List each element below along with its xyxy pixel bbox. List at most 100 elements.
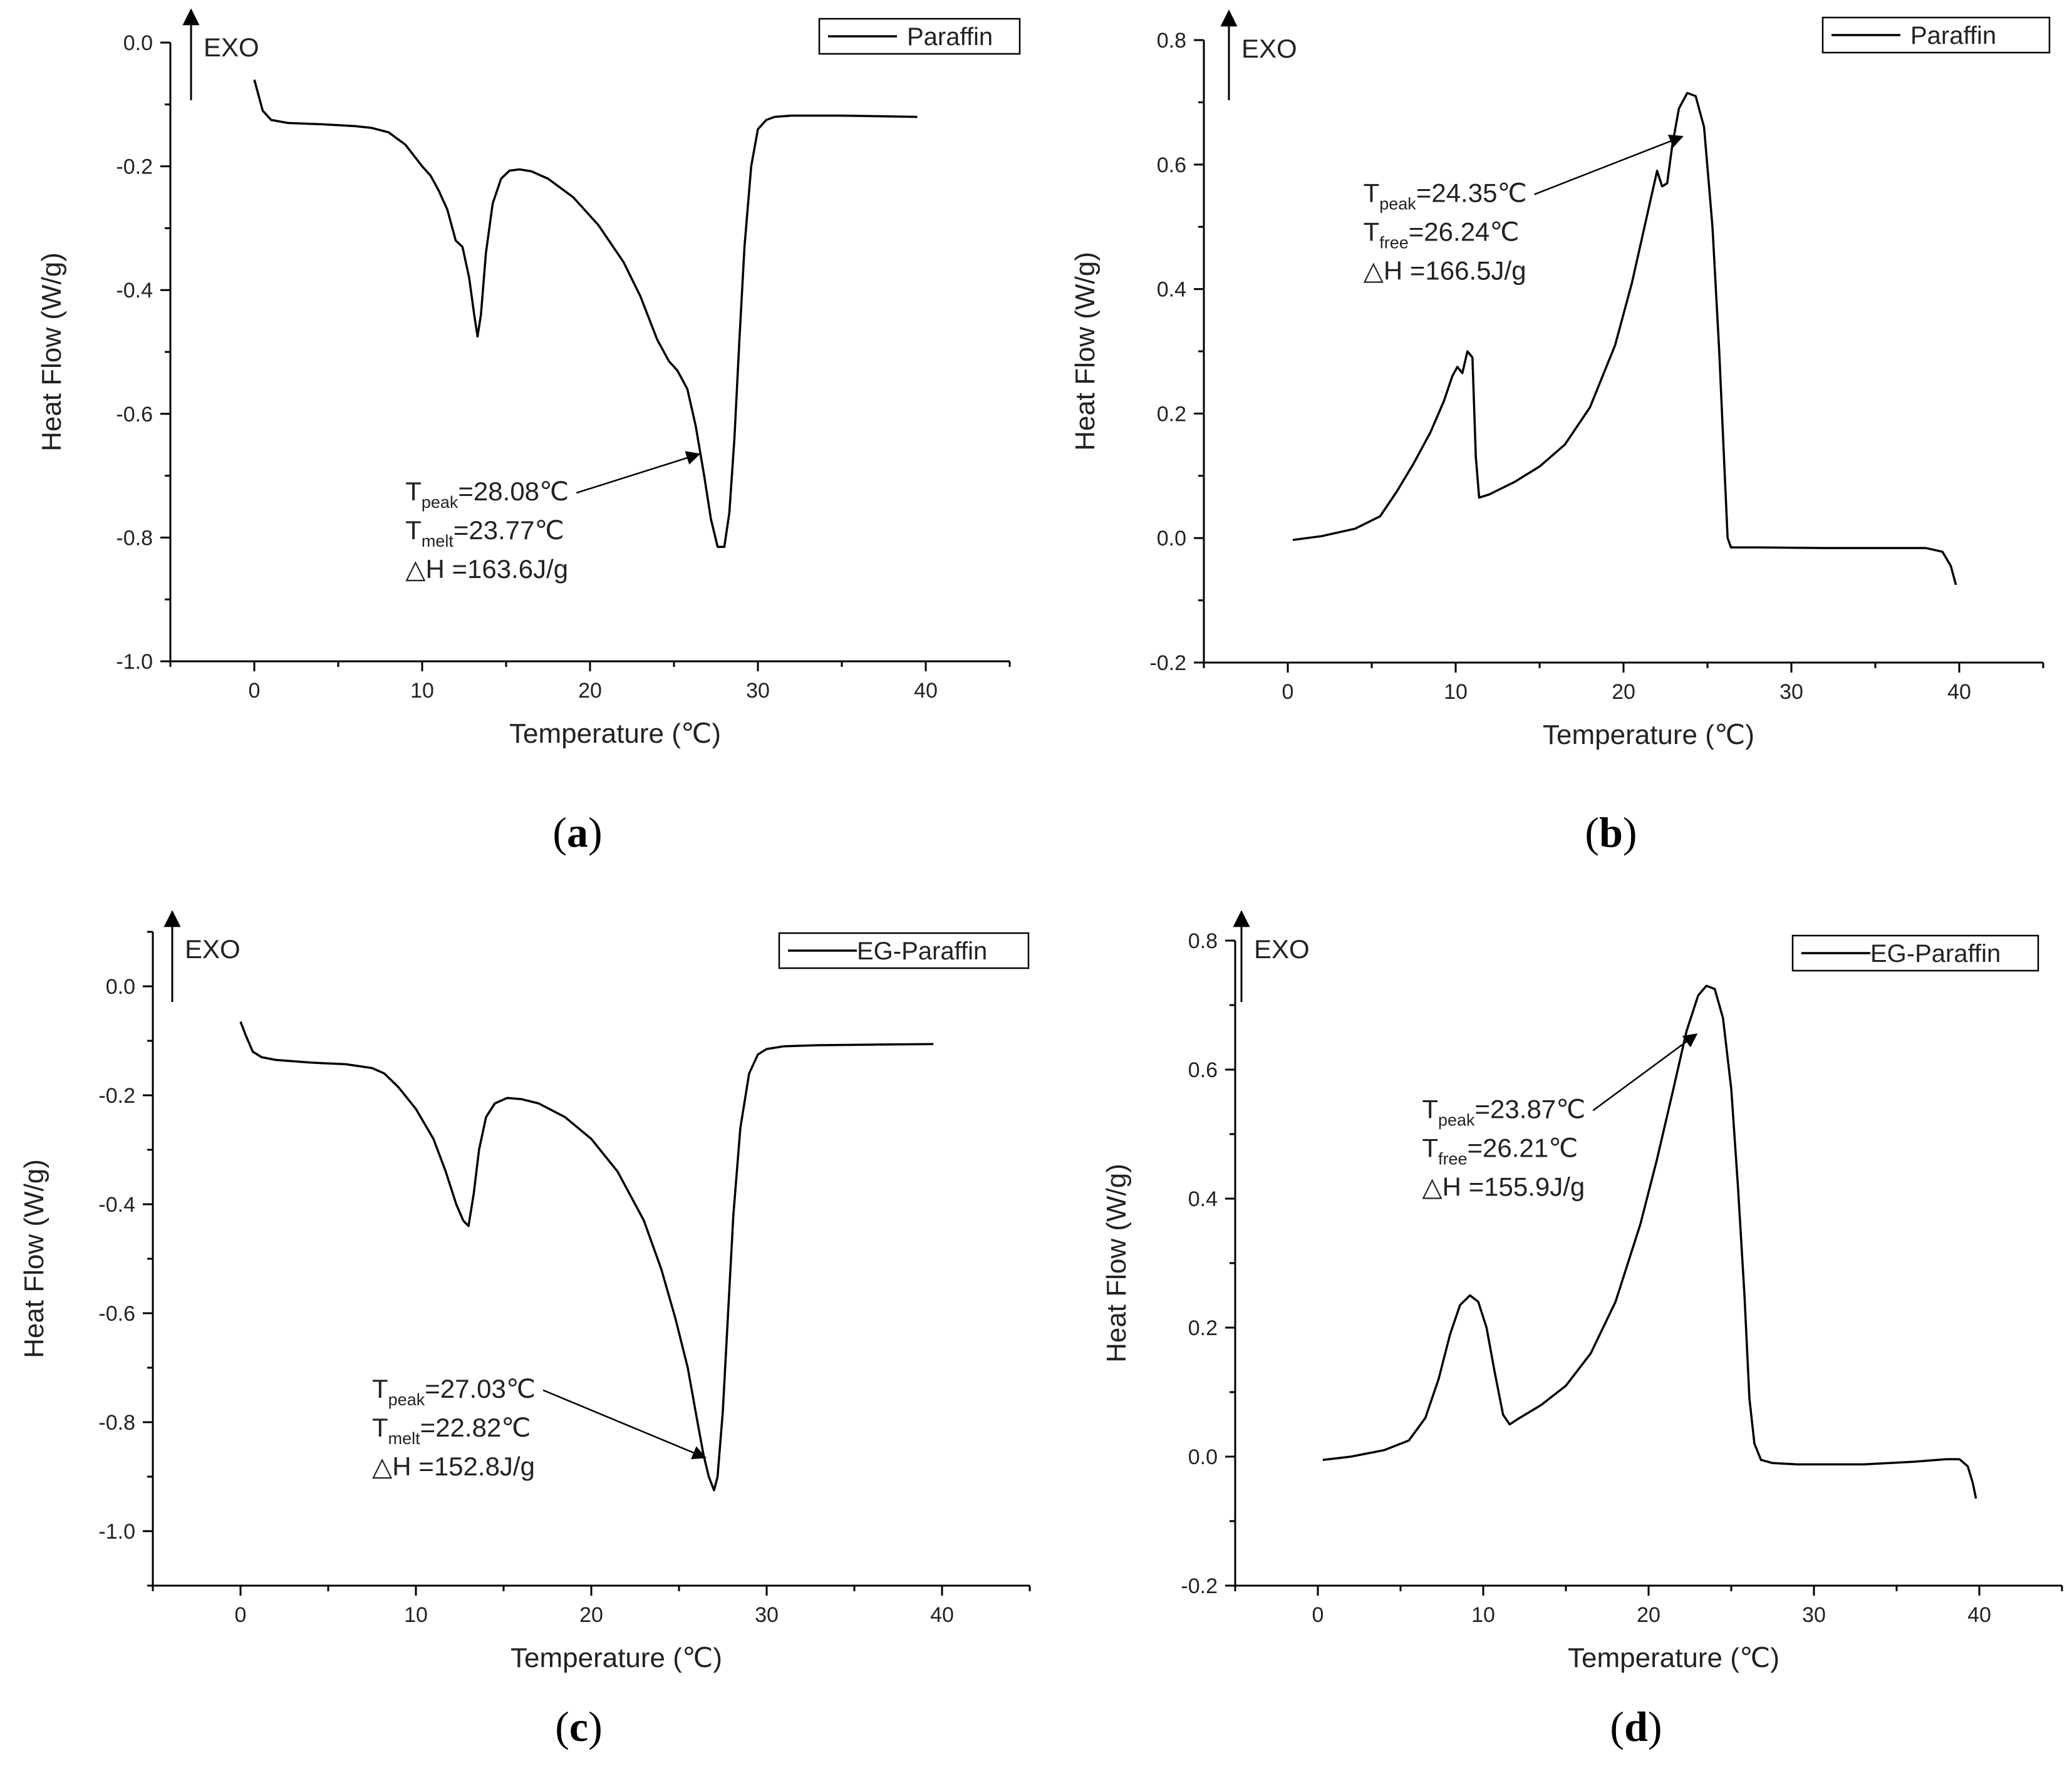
panel-label: (c) (555, 1703, 603, 1750)
y-tick-label: 0.8 (1157, 29, 1186, 53)
y-tick-label: -0.8 (98, 1411, 135, 1435)
annotation-value: =28.08℃ (458, 477, 569, 506)
y-tick-label: -1.0 (116, 650, 153, 674)
panel-label-open: ( (555, 1703, 569, 1750)
annotation-line: △H =163.6J/g (405, 554, 568, 584)
y-tick-label: -0.2 (1181, 1574, 1218, 1598)
panel-label-close: ) (1623, 808, 1637, 856)
panel-a: 0 10 20 30 40 0.0 -0.2 -0.4 -0.6 -0.8 -1.0 Temperat… (36, 8, 1021, 856)
y-axis-title: Heat Flow (W/g) (36, 252, 67, 452)
y-tick-label: -0.2 (1149, 651, 1186, 675)
panel-label-open: ( (1585, 808, 1599, 856)
x-tick-label: 0 (249, 679, 261, 703)
exo-label: EXO (185, 934, 241, 964)
y-tick-label: 0.0 (123, 31, 153, 55)
x-tick-label: 10 (410, 679, 434, 703)
annotation-main: △H =166.5J/g (1364, 256, 1526, 285)
x-tick-label: 20 (1612, 680, 1635, 704)
panel-label-open: ( (552, 808, 567, 856)
annotation-line: Tmelt=23.77℃ (405, 515, 564, 550)
x-tick-label: 30 (746, 679, 770, 703)
y-tick-label: 0.0 (1188, 1445, 1218, 1469)
panel-label-open: ( (1610, 1703, 1624, 1750)
annotation-arrow (1592, 1033, 1698, 1112)
y-tick-label: 0.0 (1157, 527, 1186, 550)
x-tick-label: 0 (235, 1603, 247, 1627)
x-tick-label: 20 (578, 679, 602, 703)
y-tick-label: -0.2 (98, 1084, 135, 1108)
y-tick-label: 0.6 (1157, 153, 1186, 177)
annotation-value: =24.35℃ (1416, 178, 1527, 207)
annotation-main: T (372, 1374, 388, 1403)
annotation-line: △H =152.8J/g (372, 1452, 535, 1481)
annotation-subscript: melt (388, 1429, 421, 1448)
panel-label-close: ) (588, 808, 603, 856)
annotation-line: Tpeak=28.08℃ (405, 477, 569, 512)
annotation-subscript: peak (1438, 1110, 1475, 1129)
y-tick-label: 0.4 (1188, 1187, 1218, 1211)
legend-label: Paraffin (907, 23, 993, 51)
x-tick-label: 20 (1637, 1603, 1660, 1627)
series-line (239, 1021, 934, 1492)
legend-label: EG-Paraffin (1870, 940, 2001, 968)
y-tick-label: 0.6 (1188, 1058, 1218, 1082)
annotation-main: △H =152.8J/g (372, 1452, 535, 1481)
x-tick-label: 40 (1967, 1603, 1991, 1627)
annotation-main: T (372, 1413, 388, 1442)
annotation-subscript: peak (422, 493, 458, 512)
y-tick-label: 0.2 (1157, 402, 1186, 426)
exo-label: EXO (1254, 934, 1310, 964)
x-tick-label: 10 (404, 1603, 428, 1627)
series-line (253, 79, 918, 548)
x-axis-title: Temperature (℃) (510, 1643, 722, 1673)
annotation-line: Tpeak=27.03℃ (372, 1374, 536, 1409)
annotation-arrow (542, 1389, 707, 1460)
annotation-value: =22.82℃ (420, 1413, 531, 1442)
annotation-main: △H =155.9J/g (1422, 1172, 1585, 1201)
y-axis-title: Heat Flow (W/g) (1101, 1164, 1132, 1363)
panel-d: 0 10 20 30 40 0.8 0.6 0.4 0.2 0.0 -0.2 Temperature … (1101, 910, 2063, 1750)
annotation-value: =26.24℃ (1409, 217, 1520, 246)
annotation-main: T (405, 477, 422, 506)
series-line (1292, 91, 1957, 586)
x-tick-label: 0 (1312, 1603, 1324, 1627)
y-tick-label: 0.2 (1188, 1316, 1218, 1340)
annotation-arrow (576, 451, 701, 494)
panel-c: 0 10 20 30 40 0.0 -0.2 -0.4 -0.6 -0.8 -1.0 Temperat… (19, 910, 1031, 1750)
annotation-subscript: free (1379, 233, 1409, 252)
y-tick-label: 0.4 (1157, 278, 1186, 302)
panel-label-letter: d (1624, 1703, 1648, 1750)
panel-label-close: ) (588, 1703, 603, 1750)
y-tick-label: -0.4 (98, 1193, 135, 1217)
annotation-main: T (405, 515, 422, 545)
x-axis-title: Temperature (℃) (509, 718, 721, 749)
panel-label: (b) (1585, 808, 1637, 856)
y-tick-label: 0.0 (106, 975, 135, 999)
annotation-arrow (1534, 134, 1684, 195)
x-tick-label: 30 (755, 1603, 779, 1627)
annotation-main: T (1422, 1094, 1438, 1123)
y-tick-label: -0.8 (116, 526, 153, 550)
x-axis-title: Temperature (℃) (1543, 720, 1754, 750)
y-tick-label: -0.6 (98, 1302, 135, 1326)
annotation-subscript: peak (1379, 194, 1416, 213)
panel-label-letter: c (569, 1703, 588, 1750)
x-tick-label: 40 (1947, 680, 1971, 704)
x-tick-label: 20 (579, 1603, 603, 1627)
y-axis-title: Heat Flow (W/g) (1070, 252, 1101, 451)
annotation-main: T (1364, 178, 1380, 207)
annotation-value: =23.77℃ (453, 515, 564, 545)
x-tick-label: 30 (1802, 1603, 1826, 1627)
annotation-line: Tfree=26.21℃ (1422, 1133, 1578, 1168)
annotation-line: △H =166.5J/g (1364, 256, 1526, 285)
x-tick-label: 40 (930, 1603, 954, 1627)
y-tick-label: 0.8 (1188, 929, 1218, 953)
x-tick-label: 0 (1282, 680, 1294, 704)
x-axis-title: Temperature (℃) (1568, 1643, 1779, 1673)
annotation-subscript: free (1438, 1149, 1468, 1168)
panel-b: 0 10 20 30 40 0.8 0.6 0.4 0.2 0.0 -0.2 Temperature … (1070, 9, 2051, 856)
annotation-main: T (1364, 217, 1380, 246)
panel-label: (a) (552, 808, 602, 856)
